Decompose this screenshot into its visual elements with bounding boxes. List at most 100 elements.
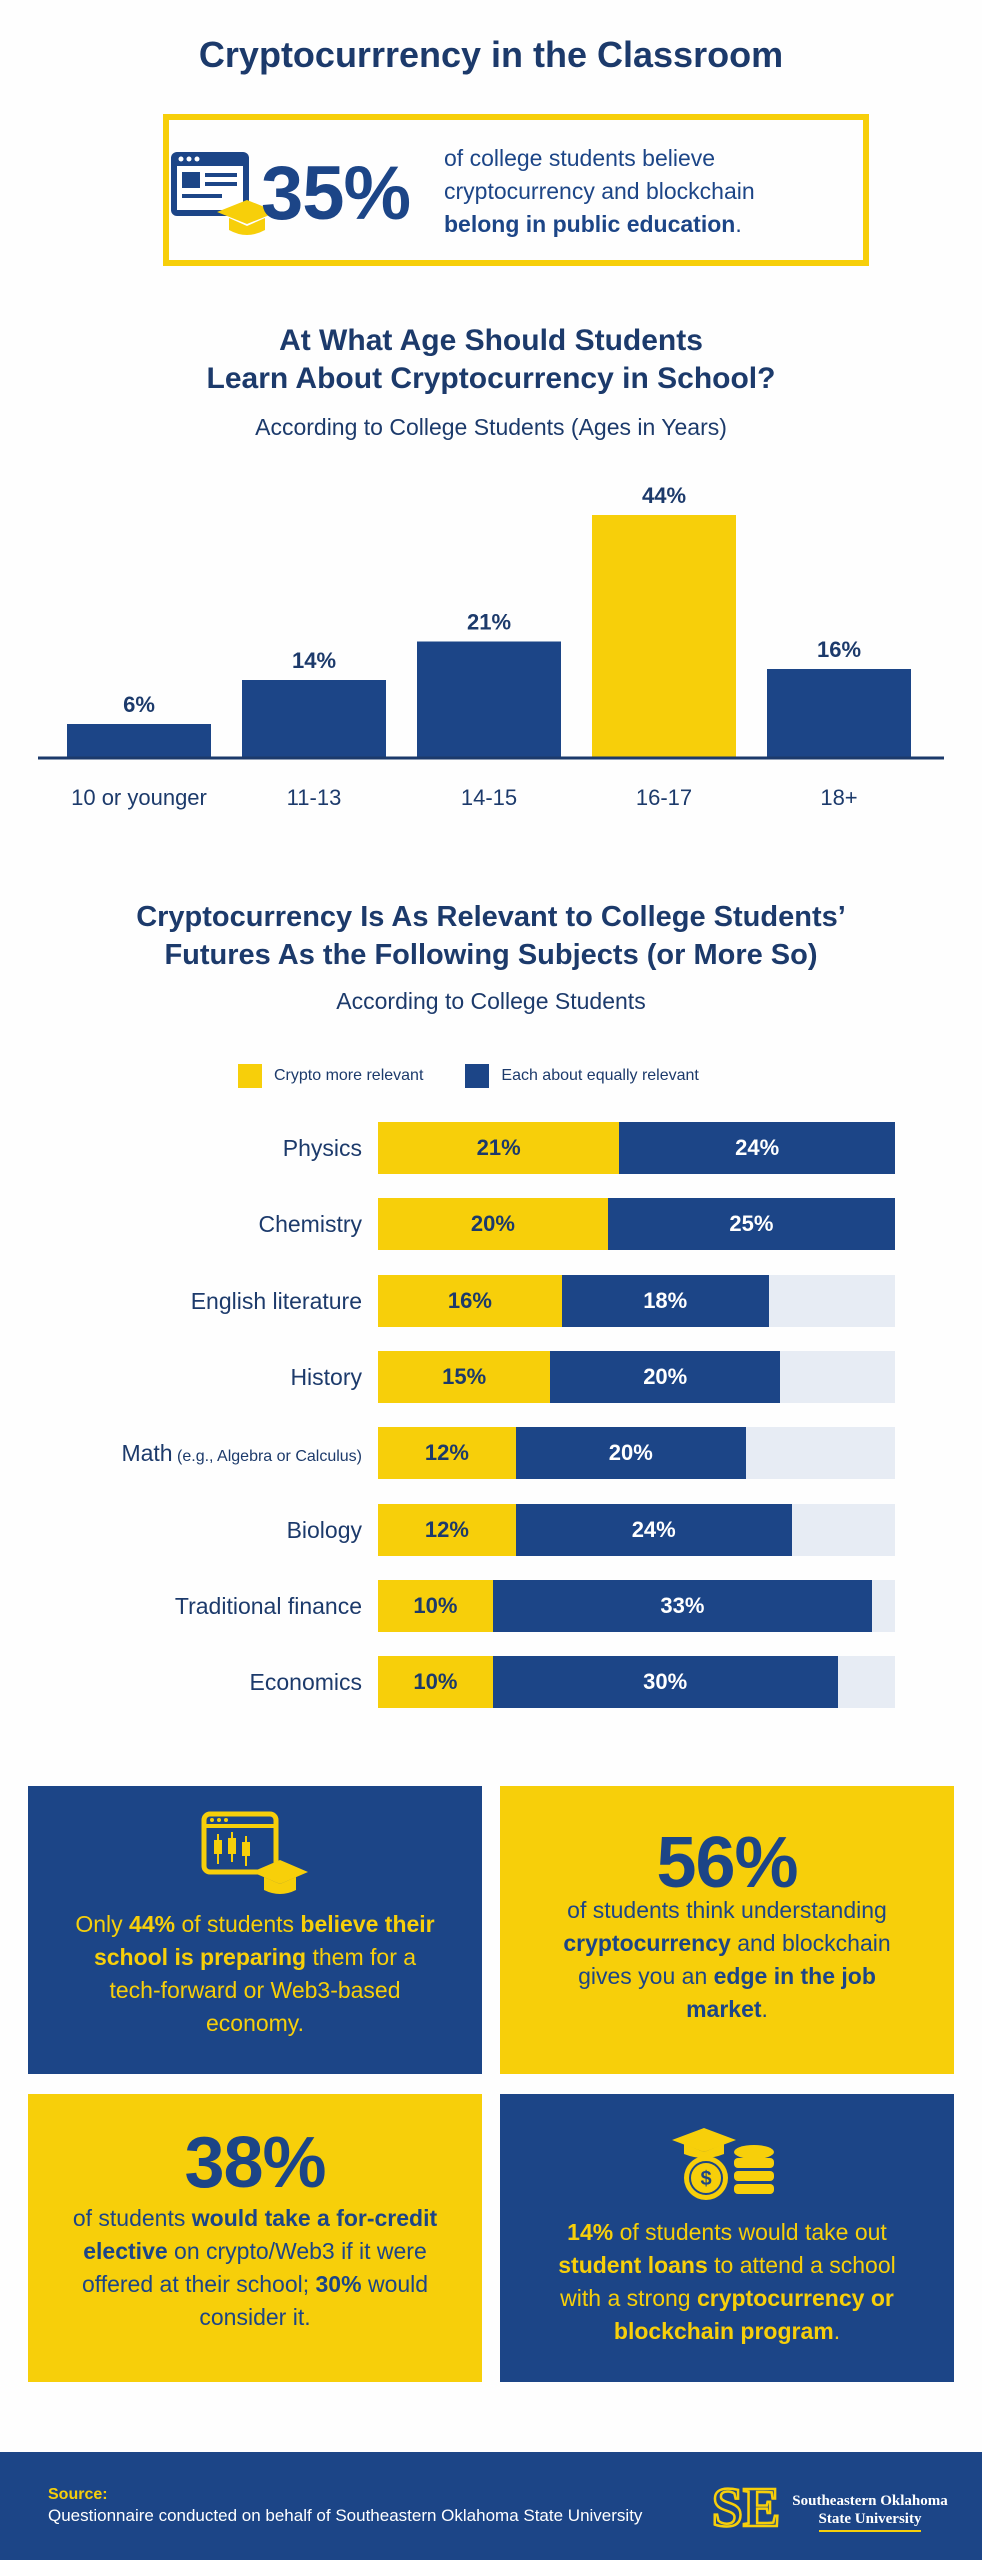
subject-name: English literature <box>190 1287 362 1314</box>
age-bar-value-label: 21% <box>467 610 511 635</box>
card-text-part: on crypto/Web3 if it were offered at the… <box>81 2238 427 2297</box>
subject-label: Economics <box>250 1656 362 1708</box>
card-text-bold: student loans <box>558 2252 708 2278</box>
subject-name: Traditional finance <box>174 1592 362 1619</box>
card-text-bold: 44% <box>129 1911 176 1937</box>
age-bar-value-label: 44% <box>642 483 686 508</box>
subject-row: History 15% 20% <box>0 1350 982 1403</box>
subject-bar-track: 10% 30% <box>378 1656 895 1709</box>
age-category-label: 10 or younger <box>71 785 207 810</box>
card-text-bold: edge in the job market <box>686 1963 876 2022</box>
bar-segment-crypto-more-relevant: 21% <box>378 1122 620 1174</box>
svg-text:$: $ <box>700 2168 711 2190</box>
coins-graduation-icon: $ <box>670 2122 780 2211</box>
subject-label: Physics <box>283 1122 362 1174</box>
bar-segment-equally-relevant: 18% <box>561 1274 769 1327</box>
age-bar-11-13 <box>242 680 386 757</box>
card-text-part: them for a tech-forward or Web3-based ec… <box>109 1944 417 2036</box>
subjects-chart-title: Cryptocurrency Is As Relevant to College… <box>0 898 982 974</box>
subjects-chart-title-line2: Futures As the Following Subjects (or Mo… <box>164 939 818 971</box>
bar-segment-crypto-more-relevant: 12% <box>378 1503 516 1556</box>
age-chart-title-line1: At What Age Should Students <box>279 324 703 357</box>
subject-row: English literature 16% 18% <box>0 1274 982 1327</box>
logo-mark-text: SE <box>712 2477 781 2539</box>
subject-label: Chemistry <box>258 1198 362 1250</box>
card-elective-text: of students would take a for-credit elec… <box>28 2202 482 2334</box>
card-text-bold: believe their school is preparing <box>93 1911 435 1970</box>
subject-label: English literature <box>191 1275 362 1327</box>
stat-text-post: . <box>735 211 742 237</box>
age-category-label: 16-17 <box>636 785 692 810</box>
age-chart-title-line2: Learn About Cryptocurrency in School? <box>206 362 776 395</box>
stat-text-pre: of college students believe cryptocurren… <box>444 145 755 204</box>
subjects-chart-subtitle: According to College Students <box>336 988 646 1014</box>
subject-row: Chemistry 20% 25% <box>0 1198 982 1251</box>
card-school-preparing-text: Only 44% of students believe their schoo… <box>28 1908 482 2040</box>
bar-segment-crypto-more-relevant: 10% <box>378 1579 493 1632</box>
legend-label: Crypto more relevant <box>274 1067 424 1084</box>
subject-row: Biology 12% 24% <box>0 1503 982 1556</box>
card-text-part: of students <box>175 1911 301 1937</box>
footer: Source: Questionnaire conducted on behal… <box>0 2452 982 2560</box>
card-elective-percent: 38% <box>184 2123 326 2203</box>
age-category-label: 11-13 <box>287 785 342 810</box>
age-bar-10-or-younger <box>67 724 211 757</box>
web-graduation-icon <box>169 150 279 247</box>
subject-label: Math (e.g., Algebra or Calculus) <box>121 1427 362 1479</box>
card-text-bold: 14% <box>567 2219 614 2245</box>
trading-chart-graduation-icon <box>200 1810 310 1907</box>
card-text-bold: cryptocurrency or blockchain program <box>613 2285 894 2344</box>
bar-segment-equally-relevant: 33% <box>492 1579 872 1632</box>
chart-legend: Crypto more relevant Each about equally … <box>238 1064 741 1088</box>
bar-segment-crypto-more-relevant: 10% <box>378 1656 493 1709</box>
subject-label: Biology <box>287 1504 362 1556</box>
subject-bar-track: 12% 20% <box>378 1427 895 1480</box>
card-job-market-percent: 56% <box>656 1823 798 1903</box>
subject-name: Chemistry <box>258 1211 362 1238</box>
subject-row: Math (e.g., Algebra or Calculus) 12% 20% <box>0 1427 982 1480</box>
age-bar-14-15 <box>417 641 561 757</box>
subject-bar-track: 20% 25% <box>378 1198 895 1251</box>
stat-description: of college students believe cryptocurren… <box>444 142 824 241</box>
card-job-market-text: of students think understanding cryptocu… <box>500 1894 954 2026</box>
subjects-stacked-bar-chart: Physics 21% 24% Chemistry 20% 25% English lite… <box>0 1122 982 1709</box>
subject-note: (e.g., Algebra or Calculus) <box>172 1448 362 1466</box>
legend-swatch-yellow <box>238 1064 262 1088</box>
legend-item-crypto: Crypto more relevant <box>238 1064 423 1088</box>
legend-item-equal: Each about equally relevant <box>465 1064 699 1088</box>
subject-bar-track: 15% 20% <box>378 1350 895 1403</box>
card-text-part: of students would take out <box>613 2219 887 2245</box>
bar-segment-equally-relevant: 20% <box>515 1427 746 1480</box>
university-logo-mark: SE <box>706 2476 786 2545</box>
subject-bar-track: 16% 18% <box>378 1274 895 1327</box>
stat-percent: 35% <box>261 151 411 236</box>
card-text-part: . <box>833 2318 841 2344</box>
bar-segment-crypto-more-relevant: 20% <box>378 1198 608 1251</box>
subject-label: History <box>290 1351 362 1403</box>
subject-row: Traditional finance 10% 33% <box>0 1579 982 1632</box>
subject-name: Economics <box>249 1669 362 1696</box>
bar-segment-equally-relevant: 20% <box>550 1350 781 1403</box>
subjects-chart-title-line1: Cryptocurrency Is As Relevant to College… <box>136 901 846 933</box>
bar-segment-equally-relevant: 24% <box>619 1122 895 1174</box>
university-name: Southeastern Oklahoma State University <box>790 2492 950 2532</box>
legend-label: Each about equally relevant <box>501 1067 699 1084</box>
card-elective: 38% of students would take a for-credit … <box>28 2094 482 2382</box>
subject-bar-track: 10% 33% <box>378 1579 895 1632</box>
card-text-part: of students <box>72 2205 192 2231</box>
card-text-part: would consider it. <box>199 2271 429 2330</box>
card-text-part: to attend a school with a strong <box>560 2252 896 2311</box>
subject-name: History <box>290 1363 362 1390</box>
page-title: Cryptocurrrency in the Classroom <box>198 34 784 75</box>
card-text-part: . <box>761 1996 768 2022</box>
subject-name: Biology <box>286 1516 362 1543</box>
age-category-label: 14-15 <box>461 785 517 810</box>
age-bar-chart: 6% 10 or younger 14% 11-13 21% 14-15 44% 16-17 1… <box>38 483 944 810</box>
card-text-part: Only <box>75 1911 130 1937</box>
age-category-label: 18+ <box>820 785 857 810</box>
university-name-line2: State University <box>818 2510 922 2532</box>
stat-callout-box: 35% of college students believe cryptocu… <box>163 114 869 266</box>
university-name-line1: Southeastern Oklahoma <box>792 2493 948 2509</box>
source-label: Source: <box>48 2486 108 2503</box>
source-text: Questionnaire conducted on behalf of Sou… <box>48 2506 643 2525</box>
